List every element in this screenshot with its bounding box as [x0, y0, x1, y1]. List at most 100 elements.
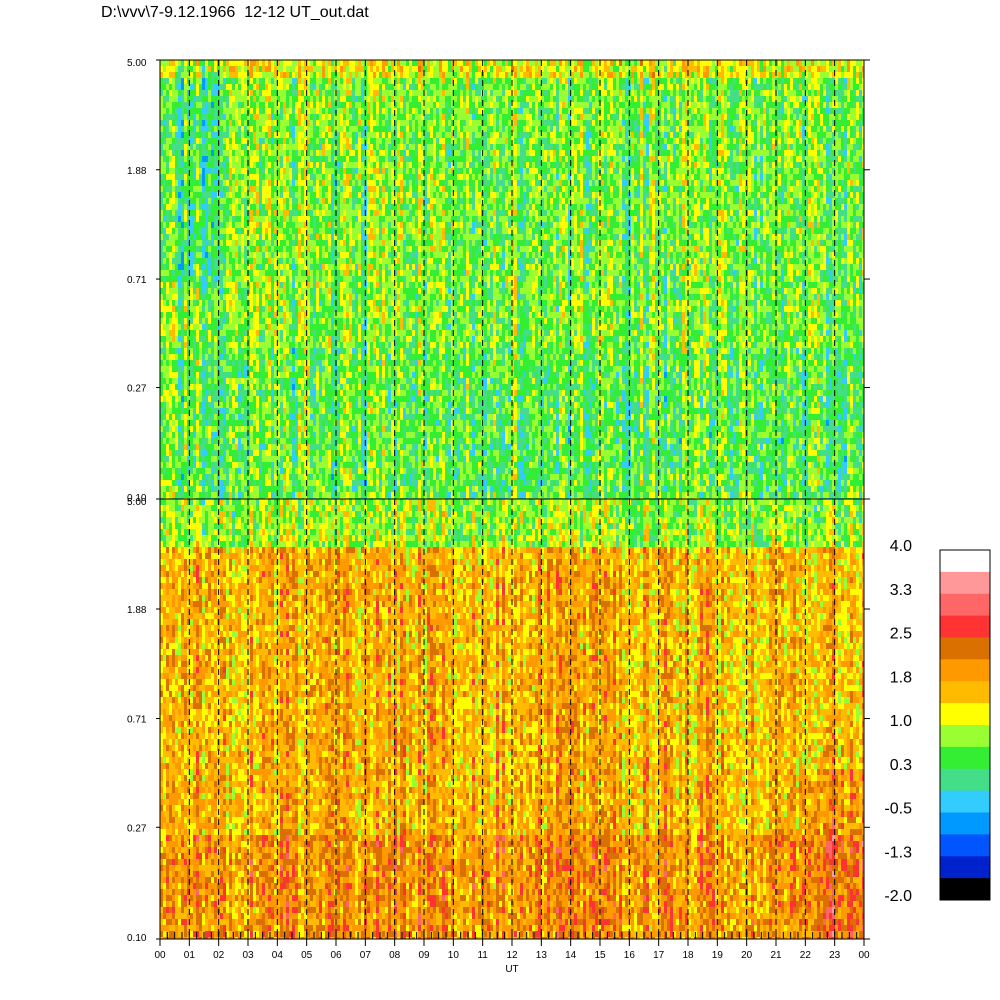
heatmap-cell [160, 120, 163, 126]
heatmap-cell [310, 168, 313, 174]
heatmap-cell [301, 102, 304, 108]
heatmap-cell [244, 222, 247, 228]
heatmap-cell [250, 192, 253, 198]
heatmap-cell [175, 342, 178, 348]
heatmap-cell [220, 366, 223, 372]
heatmap-cell [292, 66, 295, 72]
heatmap-cell [193, 120, 196, 126]
heatmap-cell [202, 192, 205, 198]
heatmap-cell [328, 264, 331, 270]
heatmap-cell [331, 258, 334, 264]
heatmap-cell [229, 84, 232, 90]
heatmap-cell [298, 414, 301, 420]
heatmap-cell [325, 468, 328, 474]
heatmap-cell [271, 330, 274, 336]
heatmap-cell [184, 408, 187, 414]
heatmap-cell [325, 174, 328, 180]
heatmap-cell [328, 114, 331, 120]
heatmap-cell [295, 210, 298, 216]
heatmap-cell [229, 66, 232, 72]
heatmap-cell [247, 216, 250, 222]
heatmap-cell [211, 426, 214, 432]
heatmap-cell [211, 120, 214, 126]
heatmap-cell [160, 348, 163, 354]
heatmap-cell [280, 420, 283, 426]
heatmap-cell [178, 336, 181, 342]
heatmap-cell [235, 432, 238, 438]
heatmap-cell [268, 372, 271, 378]
heatmap-cell [235, 468, 238, 474]
heatmap-cell [220, 378, 223, 384]
heatmap-cell [343, 84, 346, 90]
heatmap-cell [340, 312, 343, 318]
heatmap-cell [187, 276, 190, 282]
heatmap-cell [187, 342, 190, 348]
heatmap-cell [199, 492, 202, 498]
heatmap-cell [253, 306, 256, 312]
heatmap-cell [277, 174, 280, 180]
heatmap-cell [295, 96, 298, 102]
heatmap-cell [250, 300, 253, 306]
heatmap-cell [163, 372, 166, 378]
heatmap-cell [289, 132, 292, 138]
heatmap-cell [241, 78, 244, 84]
heatmap-cell [292, 60, 295, 66]
heatmap-cell [316, 288, 319, 294]
heatmap-cell [268, 180, 271, 186]
heatmap-cell [223, 114, 226, 120]
heatmap-cell [178, 384, 181, 390]
heatmap-cell [325, 396, 328, 402]
heatmap-cell [277, 330, 280, 336]
heatmap-cell [346, 324, 349, 330]
heatmap-cell [346, 480, 349, 486]
heatmap-cell [241, 216, 244, 222]
heatmap-cell [316, 174, 319, 180]
heatmap-cell [358, 162, 361, 168]
heatmap-cell [214, 294, 217, 300]
heatmap-cell [244, 396, 247, 402]
heatmap-cell [163, 390, 166, 396]
heatmap-cell [238, 90, 241, 96]
heatmap-cell [187, 198, 190, 204]
heatmap-cell [304, 492, 307, 498]
heatmap-cell [253, 168, 256, 174]
heatmap-cell [346, 192, 349, 198]
heatmap-cell [319, 264, 322, 270]
heatmap-cell [238, 270, 241, 276]
heatmap-cell [160, 66, 163, 72]
heatmap-cell [223, 456, 226, 462]
heatmap-cell [181, 180, 184, 186]
heatmap-cell [262, 414, 265, 420]
heatmap-cell [232, 198, 235, 204]
heatmap-cell [208, 90, 211, 96]
heatmap-cell [208, 318, 211, 324]
heatmap-cell [331, 468, 334, 474]
heatmap-cell [160, 342, 163, 348]
heatmap-cell [307, 72, 310, 78]
heatmap-cell [229, 402, 232, 408]
heatmap-cell [166, 306, 169, 312]
heatmap-cell [229, 384, 232, 390]
heatmap-cell [322, 216, 325, 222]
heatmap-cell [304, 228, 307, 234]
heatmap-cell [160, 282, 163, 288]
heatmap-cell [304, 366, 307, 372]
heatmap-cell [181, 300, 184, 306]
heatmap-cell [187, 108, 190, 114]
heatmap-cell [160, 252, 163, 258]
heatmap-cell [301, 276, 304, 282]
heatmap-cell [340, 144, 343, 150]
heatmap-cell [208, 222, 211, 228]
heatmap-cell [310, 450, 313, 456]
heatmap-cell [274, 462, 277, 468]
heatmap-cell [265, 228, 268, 234]
heatmap-cell [247, 156, 250, 162]
heatmap-cell [271, 324, 274, 330]
heatmap-cell [325, 354, 328, 360]
heatmap-cell [271, 306, 274, 312]
heatmap-cell [328, 228, 331, 234]
heatmap-cell [298, 318, 301, 324]
heatmap-cell [190, 228, 193, 234]
heatmap-cell [361, 186, 364, 192]
heatmap-cell [187, 174, 190, 180]
